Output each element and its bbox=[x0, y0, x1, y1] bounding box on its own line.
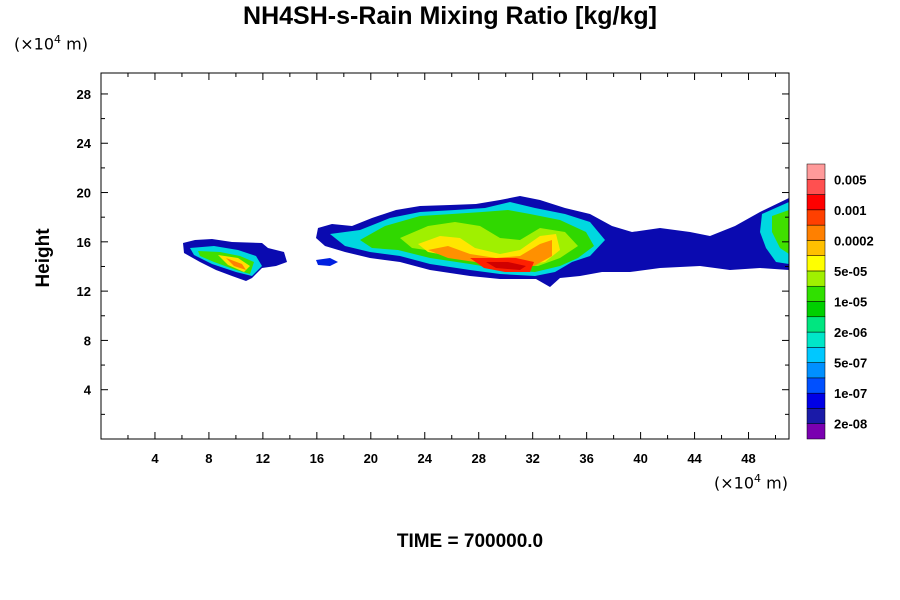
y-tick-label: 24 bbox=[77, 136, 92, 151]
x-tick-label: 36 bbox=[579, 451, 593, 466]
cloud-right-plume-green bbox=[772, 210, 789, 254]
colorbar-label: 5e-07 bbox=[834, 356, 867, 371]
colorbar-swatch bbox=[806, 301, 826, 318]
x-tick-label: 20 bbox=[364, 451, 378, 466]
x-tick-label: 12 bbox=[256, 451, 270, 466]
x-tick-label: 16 bbox=[310, 451, 324, 466]
colorbar-swatch bbox=[806, 179, 826, 195]
cloud-small-blob bbox=[316, 258, 338, 266]
colorbar-swatch bbox=[806, 423, 826, 440]
y-unit-label: (×104 m) bbox=[14, 33, 88, 54]
y-tick-label: 28 bbox=[77, 87, 91, 102]
chart-title: NH4SH-s-Rain Mixing Ratio [kg/kg] bbox=[243, 2, 657, 30]
plot-frame bbox=[100, 72, 790, 440]
x-tick-label: 40 bbox=[633, 451, 647, 466]
y-tick-label: 12 bbox=[77, 284, 91, 299]
colorbar-swatch bbox=[806, 347, 826, 363]
y-tick-label: 8 bbox=[84, 333, 91, 348]
mixing-ratio-field bbox=[183, 196, 789, 287]
colorbar-swatch bbox=[806, 392, 826, 409]
x-tick-label: 48 bbox=[741, 451, 755, 466]
colorbar-swatch bbox=[806, 285, 826, 302]
y-axis-label: Height bbox=[33, 228, 54, 288]
colorbar-swatch bbox=[806, 362, 826, 379]
cloud-main-darkred bbox=[486, 262, 526, 270]
colorbar-swatch bbox=[806, 194, 826, 211]
x-unit-label: (×104 m) bbox=[714, 472, 788, 493]
x-tick-label: 28 bbox=[471, 451, 485, 466]
x-axis: 4 8 12 16 20 24 28 32 36 40 44 48 bbox=[127, 73, 777, 466]
x-tick-label: 24 bbox=[418, 451, 433, 466]
colorbar-label: 2e-06 bbox=[834, 325, 867, 340]
y-tick-label: 16 bbox=[77, 235, 91, 250]
colorbar: 2e-08 1e-07 5e-07 2e-06 1e-05 5e-05 0.0002 0.00… bbox=[806, 163, 874, 440]
colorbar-swatch bbox=[806, 377, 826, 394]
colorbar-swatch bbox=[806, 163, 826, 180]
colorbar-label: 2e-08 bbox=[834, 417, 867, 432]
x-tick-label: 4 bbox=[151, 451, 159, 466]
x-tick-label: 8 bbox=[205, 451, 212, 466]
colorbar-label: 0.001 bbox=[834, 203, 867, 218]
time-label: TIME = 700000.0 bbox=[396, 531, 544, 552]
colorbar-swatch bbox=[806, 408, 826, 424]
colorbar-swatch bbox=[806, 270, 826, 287]
colorbar-swatch bbox=[806, 331, 826, 348]
y-tick-label: 4 bbox=[84, 383, 92, 398]
colorbar-label: 5e-05 bbox=[834, 264, 867, 279]
cloud-left-orange bbox=[226, 258, 246, 270]
colorbar-swatch bbox=[806, 209, 826, 226]
colorbar-swatch bbox=[806, 224, 826, 241]
colorbar-label: 1e-05 bbox=[834, 295, 867, 310]
colorbar-swatch bbox=[806, 240, 826, 256]
x-tick-label: 44 bbox=[687, 451, 702, 466]
colorbar-label: 1e-07 bbox=[834, 386, 867, 401]
colorbar-label: 0.0002 bbox=[834, 233, 874, 248]
y-tick-label: 20 bbox=[77, 186, 91, 201]
colorbar-label: 0.005 bbox=[834, 172, 867, 187]
x-tick-label: 32 bbox=[525, 451, 539, 466]
colorbar-swatch bbox=[806, 255, 826, 272]
y-axis: 4 8 12 16 20 24 28 bbox=[77, 87, 789, 415]
colorbar-swatch bbox=[806, 316, 826, 333]
